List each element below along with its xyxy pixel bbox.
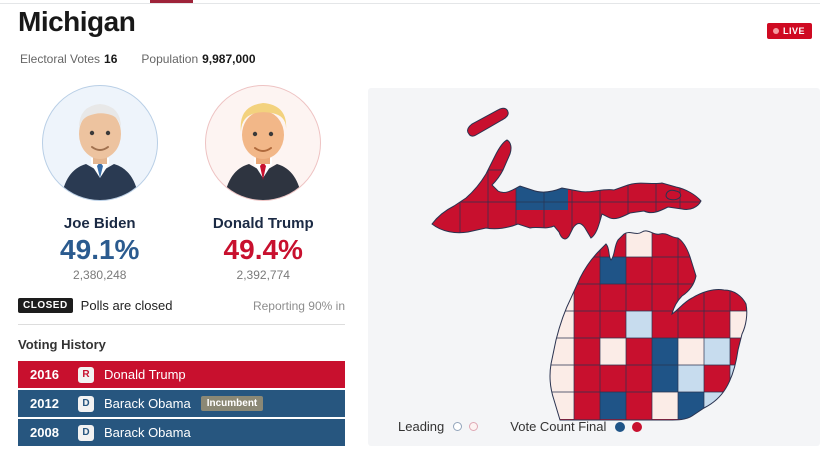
candidate-card-biden: Joe Biden 49.1% 2,380,248 xyxy=(18,85,182,282)
donald-trump-photo xyxy=(205,85,322,201)
polls-status-row: CLOSED Polls are closed Reporting 90% in xyxy=(18,298,345,313)
candidate-percent: 49.1% xyxy=(60,234,140,265)
county-cell xyxy=(550,365,574,392)
voting-history-title: Voting History xyxy=(18,337,106,352)
voting-history-row-2012[interactable]: 2012 D Barack Obama Incumbent xyxy=(18,390,345,417)
joe-biden-photo xyxy=(41,85,158,201)
history-winner: Barack Obama xyxy=(104,396,191,411)
population: Population 9,987,000 xyxy=(141,52,255,66)
candidate-name: Donald Trump xyxy=(212,215,314,232)
population-label: Population xyxy=(141,52,199,66)
closed-badge: CLOSED xyxy=(18,298,73,313)
voting-history-row-2008[interactable]: 2008 D Barack Obama xyxy=(18,419,345,446)
candidate-name: Joe Biden xyxy=(63,215,136,232)
voting-history-list: 2016 R Donald Trump 2012 D Barack Obama … xyxy=(18,361,345,446)
isle-royale-county xyxy=(467,107,509,137)
county-cell xyxy=(600,338,626,365)
county-cell xyxy=(730,311,747,338)
county-cell xyxy=(550,311,574,338)
drummond-island-county xyxy=(665,189,682,201)
party-d-icon: D xyxy=(78,395,94,412)
legend-dem-final-icon xyxy=(615,421,626,432)
county-cell xyxy=(550,392,574,419)
electoral-votes-value: 16 xyxy=(104,52,118,66)
history-winner: Donald Trump xyxy=(104,367,186,382)
polls-status-text: Polls are closed xyxy=(80,298,173,313)
legend-leading-label: Leading xyxy=(398,419,445,434)
county-cell xyxy=(678,365,704,392)
top-divider xyxy=(0,3,820,4)
county-cell xyxy=(652,365,678,392)
candidates-panel: Joe Biden 49.1% 2,380,248 Donald Trump xyxy=(18,85,345,448)
legend-rep-final-icon xyxy=(632,421,643,432)
county-cell xyxy=(600,257,626,284)
candidate-votes: 2,392,774 xyxy=(236,268,290,282)
county-cell xyxy=(678,392,704,419)
history-year: 2012 xyxy=(30,396,59,411)
legend-dem-leading-icon xyxy=(453,422,463,431)
section-divider xyxy=(18,324,345,325)
county-cell xyxy=(652,392,678,419)
county-cell xyxy=(704,338,730,365)
party-d-icon: D xyxy=(78,424,94,441)
voting-history-row-2016[interactable]: 2016 R Donald Trump xyxy=(18,361,345,388)
reporting-status: Reporting 90% in xyxy=(252,298,345,313)
legend-final-label: Vote Count Final xyxy=(510,419,607,434)
legend-rep-leading-icon xyxy=(469,422,479,431)
county-cell xyxy=(678,338,704,365)
live-label: LIVE xyxy=(782,26,805,36)
candidate-percent: 49.4% xyxy=(223,234,303,265)
page-title: Michigan xyxy=(18,6,136,37)
live-badge: LIVE xyxy=(766,23,812,39)
electoral-votes-label: Electoral Votes xyxy=(20,52,101,66)
state-meta: Electoral Votes 16 Population 9,987,000 xyxy=(20,52,256,66)
michigan-county-map[interactable] xyxy=(368,88,820,446)
map-panel: Leading Vote Count Final xyxy=(368,88,820,446)
party-r-icon: R xyxy=(78,366,94,383)
history-year: 2008 xyxy=(30,425,59,440)
map-legend: Leading Vote Count Final xyxy=(398,419,643,434)
incumbent-badge: Incumbent xyxy=(200,396,264,411)
county-cell xyxy=(550,284,574,311)
county-cell xyxy=(626,230,652,257)
active-tab-indicator xyxy=(150,0,193,3)
electoral-votes: Electoral Votes 16 xyxy=(20,52,117,66)
county-cell xyxy=(600,392,626,419)
candidate-card-trump: Donald Trump 49.4% 2,392,774 xyxy=(182,85,346,282)
county-cell xyxy=(626,311,652,338)
county-cell xyxy=(652,338,678,365)
population-value: 9,987,000 xyxy=(202,52,256,66)
candidate-votes: 2,380,248 xyxy=(73,268,127,282)
history-winner: Barack Obama xyxy=(104,425,191,440)
live-dot-icon xyxy=(772,28,779,34)
history-year: 2016 xyxy=(30,367,59,382)
